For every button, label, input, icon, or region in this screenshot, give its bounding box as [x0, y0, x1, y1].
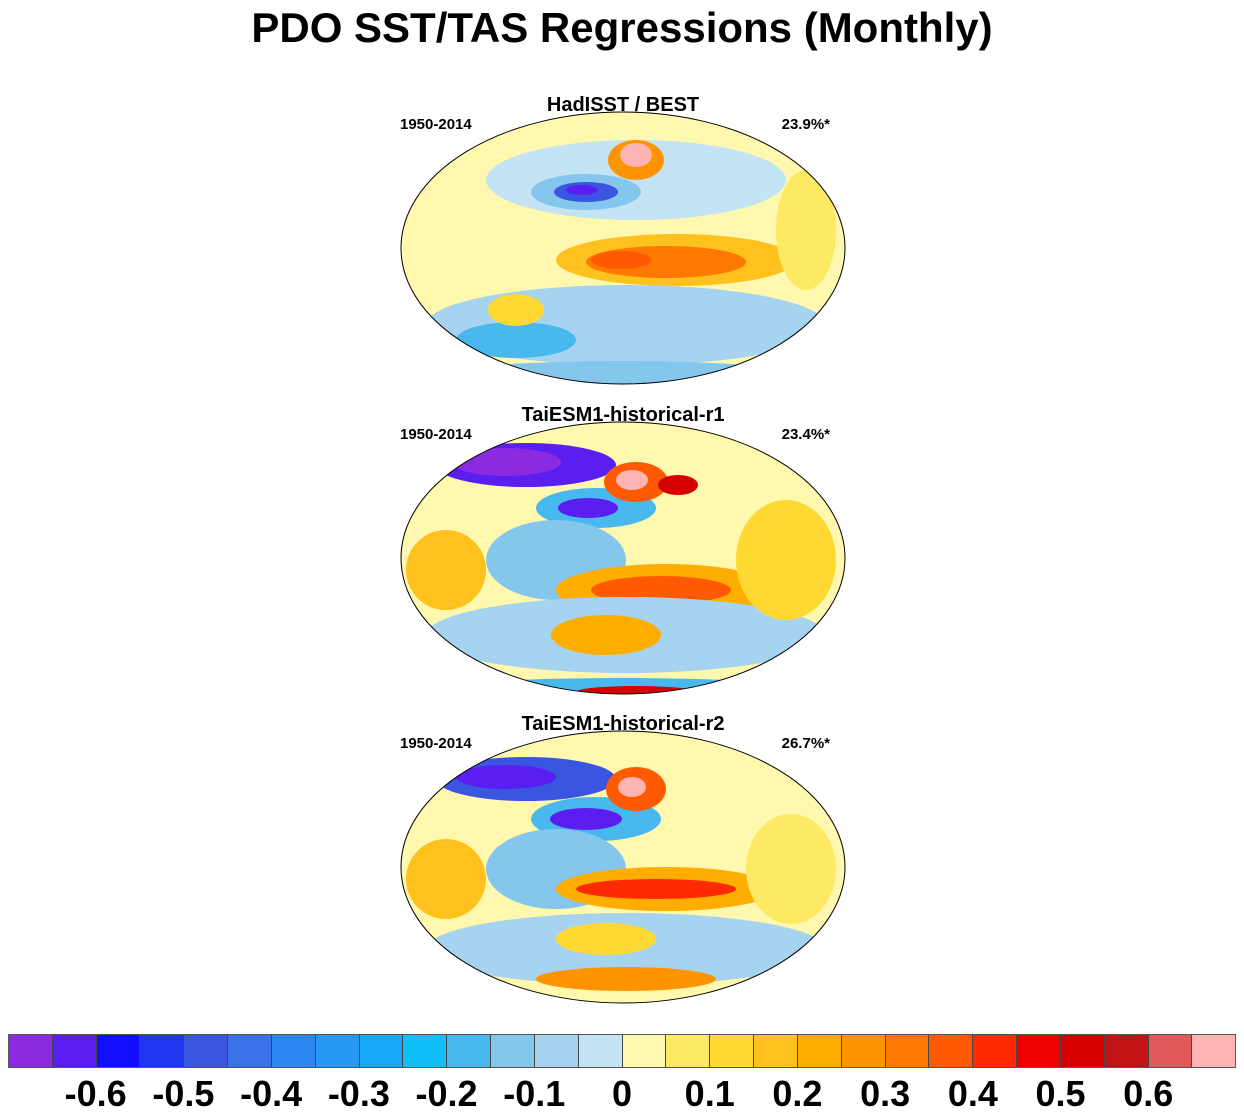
colorbar-tick-label: 0.6: [1123, 1073, 1174, 1114]
panel-variance: 23.4%*: [781, 426, 830, 443]
world-map-hadisst: [400, 111, 846, 385]
colorbar-swatch: [140, 1035, 185, 1067]
colorbar-swatch: [9, 1035, 53, 1067]
world-map-taiesm1-r2: [400, 730, 846, 1004]
colorbar-swatch: [315, 1035, 360, 1067]
map-panel-taiesm1-r1: TaiESM1-historical-r1 1950-2014 23.4%*: [396, 404, 850, 704]
colorbar-swatch: [403, 1035, 448, 1067]
colorbar-swatch: [228, 1035, 272, 1067]
colorbar-tick-label: -0.4: [240, 1073, 303, 1114]
map-panel-taiesm1-r2: TaiESM1-historical-r2 1950-2014 26.7%*: [396, 713, 850, 1013]
colorbar-swatch: [797, 1035, 842, 1067]
colorbar-swatch: [491, 1035, 535, 1067]
colorbar-tick-label: 0.5: [1035, 1073, 1086, 1114]
panel-period: 1950-2014: [400, 735, 472, 752]
colorbar-swatch: [754, 1035, 798, 1067]
panel-variance: 26.7%*: [781, 735, 830, 752]
panel-period: 1950-2014: [400, 116, 472, 133]
panel-title: TaiESM1-historical-r2: [521, 713, 725, 735]
colorbar-tick-label: 0.4: [947, 1073, 998, 1114]
colorbar-swatch: [447, 1035, 492, 1067]
colorbar-swatch: [1192, 1035, 1236, 1067]
colorbar-tick-label: -0.2: [415, 1073, 478, 1114]
colorbar-swatch: [1017, 1035, 1061, 1067]
colorbar-swatch: [622, 1035, 667, 1067]
colorbar-swatch: [1148, 1035, 1193, 1067]
colorbar-tick-label: 0.2: [772, 1073, 823, 1114]
colorbar-swatch: [359, 1035, 404, 1067]
world-map-taiesm1-r1: [400, 421, 846, 695]
colorbar-swatch: [1104, 1035, 1149, 1067]
colorbar-swatch: [666, 1035, 711, 1067]
colorbar-swatch: [885, 1035, 930, 1067]
colorbar-tick-label: -0.3: [327, 1073, 390, 1114]
colorbar-swatch: [578, 1035, 623, 1067]
colorbar-swatch: [271, 1035, 316, 1067]
colorbar-swatch: [841, 1035, 886, 1067]
colorbar-swatch: [929, 1035, 974, 1067]
panel-title: HadISST / BEST: [546, 94, 700, 116]
colorbar-tick-label: 0.3: [860, 1073, 911, 1114]
map-panel-hadisst: HadISST / BEST 1950-2014 23.9%*: [396, 94, 850, 394]
colorbar-swatch: [534, 1035, 579, 1067]
colorbar-tick-label: 0: [611, 1073, 633, 1114]
colorbar: [8, 1034, 1236, 1068]
panel-variance: 23.9%*: [781, 116, 830, 133]
colorbar-tick-label: -0.5: [152, 1073, 215, 1114]
colorbar-swatch: [96, 1035, 141, 1067]
figure-title: PDO SST/TAS Regressions (Monthly): [251, 4, 993, 51]
colorbar-swatch: [1060, 1035, 1105, 1067]
colorbar-tick-label: -0.6: [64, 1073, 127, 1114]
colorbar-swatch: [973, 1035, 1018, 1067]
colorbar-swatch: [184, 1035, 229, 1067]
colorbar-swatch: [52, 1035, 97, 1067]
colorbar-tick-label: 0.1: [684, 1073, 735, 1114]
colorbar-swatch: [710, 1035, 755, 1067]
panel-title: TaiESM1-historical-r1: [521, 404, 725, 426]
colorbar-tick-label: -0.1: [503, 1073, 566, 1114]
panel-period: 1950-2014: [400, 426, 472, 443]
